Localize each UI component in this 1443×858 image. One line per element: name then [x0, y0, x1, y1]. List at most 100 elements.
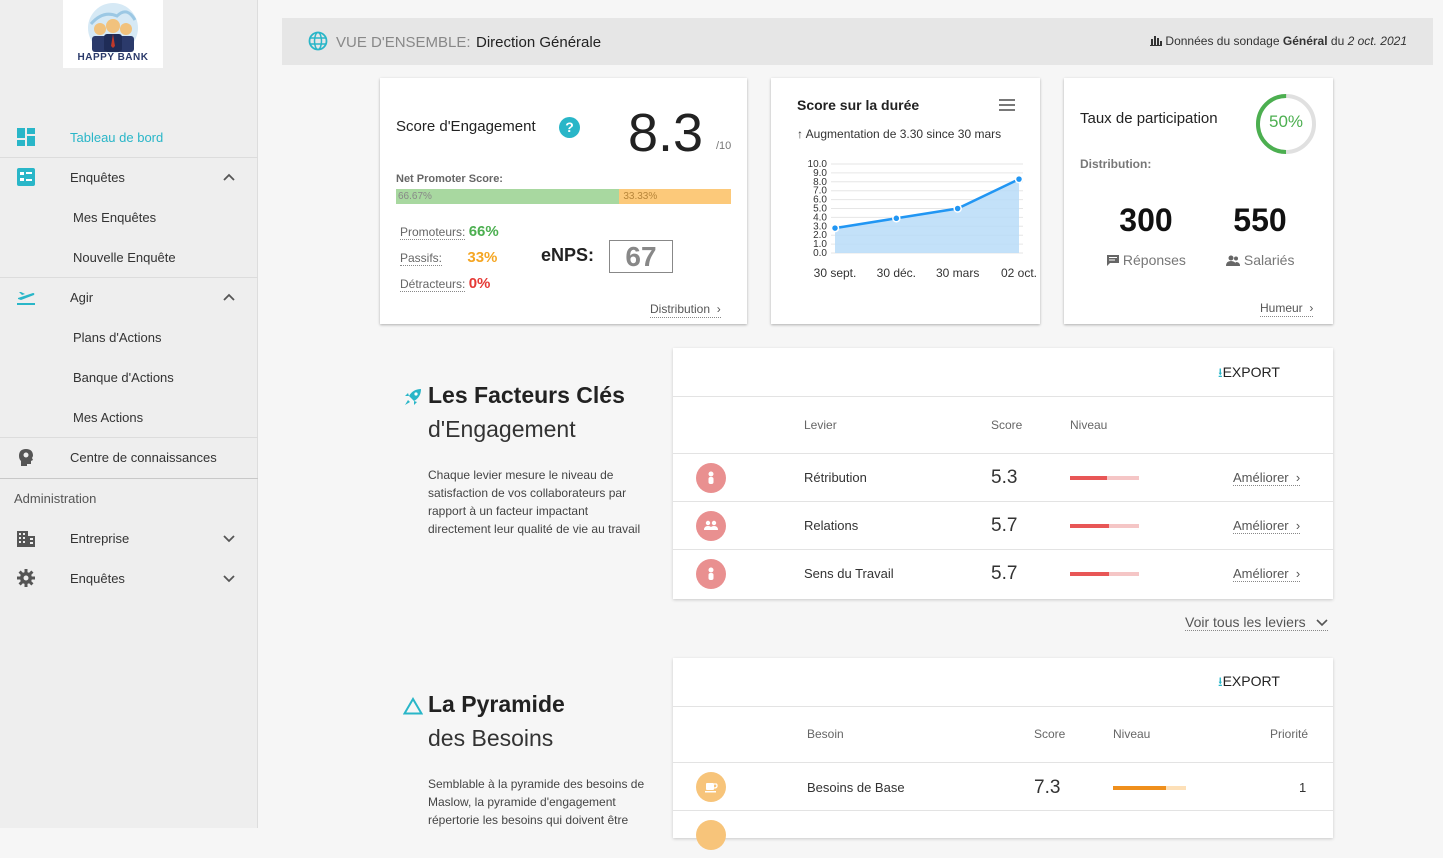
table-row: Rétribution 5.3 Améliorer ›: [673, 453, 1333, 501]
col-priorite: Priorité: [1270, 727, 1309, 741]
participation-gauge: [1256, 94, 1316, 154]
facteurs-description: Chaque levier mesure le niveau de satisf…: [428, 468, 641, 536]
distribution-label: Distribution:: [1080, 157, 1152, 171]
col-score: Score: [1034, 727, 1066, 741]
trend-subtitle: ↑ Augmentation de 3.30 since 30 mars: [797, 127, 1002, 141]
sidebar-item-label: Enquêtes: [70, 570, 125, 586]
employees-caption: Salariés: [1226, 252, 1294, 268]
sidebar-item-mes-enquetes[interactable]: Mes Enquêtes: [0, 197, 258, 237]
facteurs-export-button[interactable]: ⭳EXPORT: [1218, 364, 1280, 386]
sidebar-item-nouvelle-enquete[interactable]: Nouvelle Enquête: [0, 237, 258, 277]
need-name: Besoins de Base: [807, 780, 905, 795]
need-icon: [696, 820, 726, 850]
engagement-score: 8.3: [628, 103, 704, 163]
comment-icon: [1107, 255, 1119, 266]
export-label: EXPORT: [1222, 673, 1280, 689]
pyramide-description: Semblable à la pyramide des besoins de M…: [428, 777, 645, 827]
ameliorer-label: Améliorer: [1233, 518, 1289, 533]
x-tick-label: 30 sept.: [814, 266, 857, 280]
sidebar-item-enquetes-admin[interactable]: Enquêtes: [0, 558, 258, 598]
survey-list-icon: [17, 168, 35, 186]
company-logo[interactable]: HAPPY BANK: [63, 0, 163, 68]
chevron-up-icon[interactable]: [222, 290, 236, 304]
sidebar-item-centre-connaissances[interactable]: Centre de connaissances: [0, 437, 258, 477]
promoteurs-value: 66%: [468, 223, 499, 240]
building-icon: [17, 531, 35, 547]
table-row: Relations 5.7 Améliorer ›: [673, 501, 1333, 549]
humeur-link[interactable]: Humeur ›: [1260, 301, 1314, 317]
ameliorer-label: Améliorer: [1233, 566, 1289, 581]
sidebar-item-label: Mes Actions: [73, 409, 144, 425]
sidebar-item-banque-actions[interactable]: Banque d'Actions: [0, 357, 258, 397]
chevron-up-icon[interactable]: [222, 170, 236, 184]
need-priority: 1: [1299, 780, 1307, 795]
lever-score: 5.3: [991, 467, 1018, 488]
sidebar-item-agir[interactable]: Agir: [0, 277, 258, 317]
passifs-row: Passifs: 33%: [400, 249, 497, 266]
lever-score: 5.7: [991, 563, 1018, 584]
lever-level-bar: [1070, 476, 1139, 480]
ameliorer-link[interactable]: Améliorer ›: [1233, 566, 1301, 582]
y-tick-label: 0.0: [813, 248, 827, 259]
pyramide-export-button[interactable]: ⭳EXPORT: [1218, 673, 1280, 695]
distribution-link[interactable]: Distribution ›: [650, 302, 721, 318]
divider: [0, 478, 258, 479]
help-icon[interactable]: ?: [559, 117, 580, 138]
divider: [0, 157, 258, 158]
engagement-card: Score d'Engagement ? 8.3 /10 Net Promote…: [380, 78, 747, 324]
participation-title: Taux de participation: [1080, 110, 1218, 127]
table-row: [673, 810, 1333, 858]
need-level-fill: [1113, 786, 1167, 790]
participation-card: Taux de participation 50% Distribution: …: [1064, 78, 1333, 324]
logo-icon: [88, 3, 138, 53]
chevron-down-icon[interactable]: [222, 571, 236, 585]
y-tick-label: 3.0: [813, 221, 827, 232]
sidebar-item-label: Centre de connaissances: [70, 449, 217, 465]
pyramide-table: ⭳EXPORT Besoin Score Niveau Priorité Bes…: [673, 658, 1333, 850]
gear-icon: [17, 569, 35, 587]
sidebar-item-label: Banque d'Actions: [73, 369, 174, 385]
triangle-icon: [403, 697, 423, 715]
lever-level-fill: [1070, 572, 1110, 576]
nps-label: Net Promoter Score:: [396, 173, 503, 185]
sidebar-item-enquetes[interactable]: Enquêtes: [0, 157, 258, 197]
chevron-down-icon[interactable]: [222, 531, 236, 545]
sidebar-item-plans-actions[interactable]: Plans d'Actions: [0, 317, 258, 357]
trend-chart: 10.09.08.07.06.05.04.03.02.01.00.0 30 sep…: [808, 159, 1037, 280]
sidebar-item-mes-actions[interactable]: Mes Actions: [0, 397, 258, 437]
voir-tous-leviers-link[interactable]: Voir tous les leviers: [1185, 614, 1328, 631]
group-icon: [696, 511, 726, 541]
sidebar-item-entreprise[interactable]: Entreprise: [0, 518, 258, 558]
sidebar-item-label: Nouvelle Enquête: [73, 249, 176, 265]
lever-level-bar: [1070, 524, 1139, 528]
pyramide-title: La Pyramide: [428, 691, 565, 717]
person-icon: [696, 559, 726, 589]
promoteurs-row: Promoteurs: 66%: [400, 223, 499, 240]
ameliorer-link[interactable]: Améliorer ›: [1233, 518, 1301, 534]
download-icon: ⭳: [1218, 674, 1223, 689]
passifs-label: Passifs:: [400, 251, 443, 266]
admin-section-label: Administration: [14, 491, 97, 506]
divider: [0, 437, 258, 438]
divider: [673, 706, 1333, 707]
menu-icon[interactable]: [999, 99, 1015, 111]
humeur-link-label: Humeur: [1260, 301, 1303, 315]
ameliorer-link[interactable]: Améliorer ›: [1233, 470, 1301, 486]
lever-level-bar: [1070, 572, 1139, 576]
people-icon: [1226, 255, 1240, 266]
nps-bar-green: 66.67%: [396, 189, 620, 204]
sidebar-item-dashboard[interactable]: Tableau de bord: [0, 117, 258, 157]
detracteurs-value: 0%: [468, 275, 491, 292]
responses-label: Réponses: [1122, 252, 1186, 268]
table-row: Sens du Travail 5.7 Améliorer ›: [673, 549, 1333, 597]
sidebar-item-label: Plans d'Actions: [73, 329, 162, 345]
survey-date: 2 oct. 2021: [1347, 34, 1407, 48]
col-besoin: Besoin: [807, 727, 844, 741]
x-tick-label: 30 mars: [936, 266, 979, 280]
facteurs-title: Les Facteurs Clés: [428, 382, 625, 408]
distribution-link-label: Distribution: [650, 302, 711, 316]
y-tick-label: 6.0: [813, 195, 827, 206]
dashboard-icon: [17, 128, 35, 146]
sidebar-item-label: Tableau de bord: [70, 129, 164, 145]
series-line: [834, 178, 1020, 230]
